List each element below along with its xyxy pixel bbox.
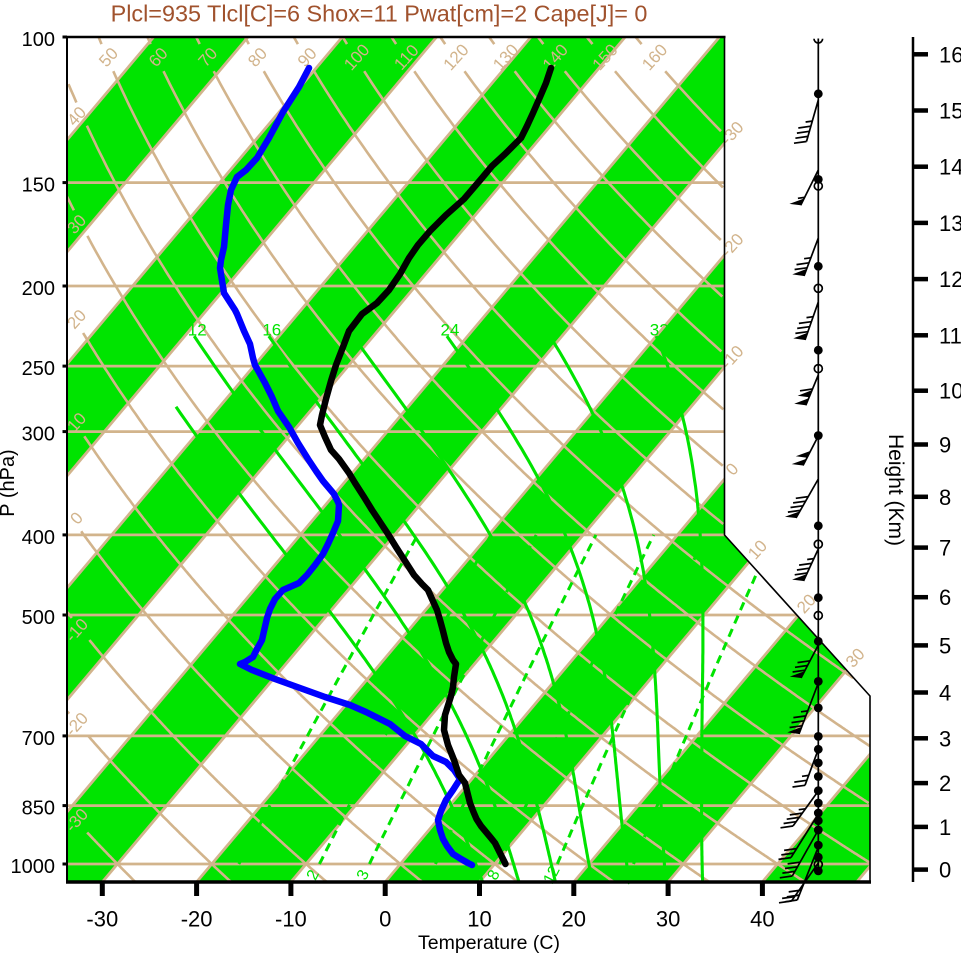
svg-text:20: 20 <box>562 907 586 932</box>
svg-text:1000: 1000 <box>11 856 56 878</box>
svg-text:500: 500 <box>22 607 55 629</box>
svg-text:Plcl=935 Tlcl[C]=6 Shox=11 Pwa: Plcl=935 Tlcl[C]=6 Shox=11 Pwat[cm]=2 Ca… <box>111 1 648 27</box>
svg-text:400: 400 <box>22 527 55 549</box>
svg-text:30: 30 <box>656 907 680 932</box>
svg-text:700: 700 <box>22 728 55 750</box>
svg-text:40: 40 <box>750 907 774 932</box>
svg-text:-20: -20 <box>181 907 213 932</box>
svg-text:850: 850 <box>22 798 55 820</box>
svg-text:10: 10 <box>467 907 491 932</box>
svg-text:200: 200 <box>22 278 55 300</box>
svg-text:7: 7 <box>939 536 951 561</box>
svg-text:Temperature (C): Temperature (C) <box>418 932 560 954</box>
svg-text:0: 0 <box>379 907 391 932</box>
svg-text:32: 32 <box>650 320 669 339</box>
svg-text:16: 16 <box>939 42 961 67</box>
svg-text:1: 1 <box>939 815 951 840</box>
svg-text:150: 150 <box>22 175 55 197</box>
svg-text:8: 8 <box>939 485 951 510</box>
svg-text:14: 14 <box>939 155 961 180</box>
svg-text:5: 5 <box>939 633 951 658</box>
svg-text:16: 16 <box>262 320 281 339</box>
svg-text:24: 24 <box>440 320 459 339</box>
svg-text:250: 250 <box>22 358 55 380</box>
svg-text:-10: -10 <box>275 907 307 932</box>
svg-text:2: 2 <box>939 771 951 796</box>
svg-text:13: 13 <box>939 211 961 236</box>
svg-text:300: 300 <box>22 424 55 446</box>
svg-text:6: 6 <box>939 585 951 610</box>
svg-text:15: 15 <box>939 99 961 124</box>
svg-text:4: 4 <box>939 681 951 706</box>
svg-text:12: 12 <box>939 267 961 292</box>
svg-text:100: 100 <box>22 29 55 51</box>
svg-text:12: 12 <box>188 320 207 339</box>
svg-text:11: 11 <box>939 323 961 348</box>
svg-text:Height (Km): Height (Km) <box>884 434 907 546</box>
svg-text:3: 3 <box>939 726 951 751</box>
svg-text:10: 10 <box>939 379 961 404</box>
svg-text:-30: -30 <box>86 907 118 932</box>
svg-text:P (hPa): P (hPa) <box>0 449 19 516</box>
svg-text:9: 9 <box>939 433 951 458</box>
svg-text:0: 0 <box>939 858 951 883</box>
